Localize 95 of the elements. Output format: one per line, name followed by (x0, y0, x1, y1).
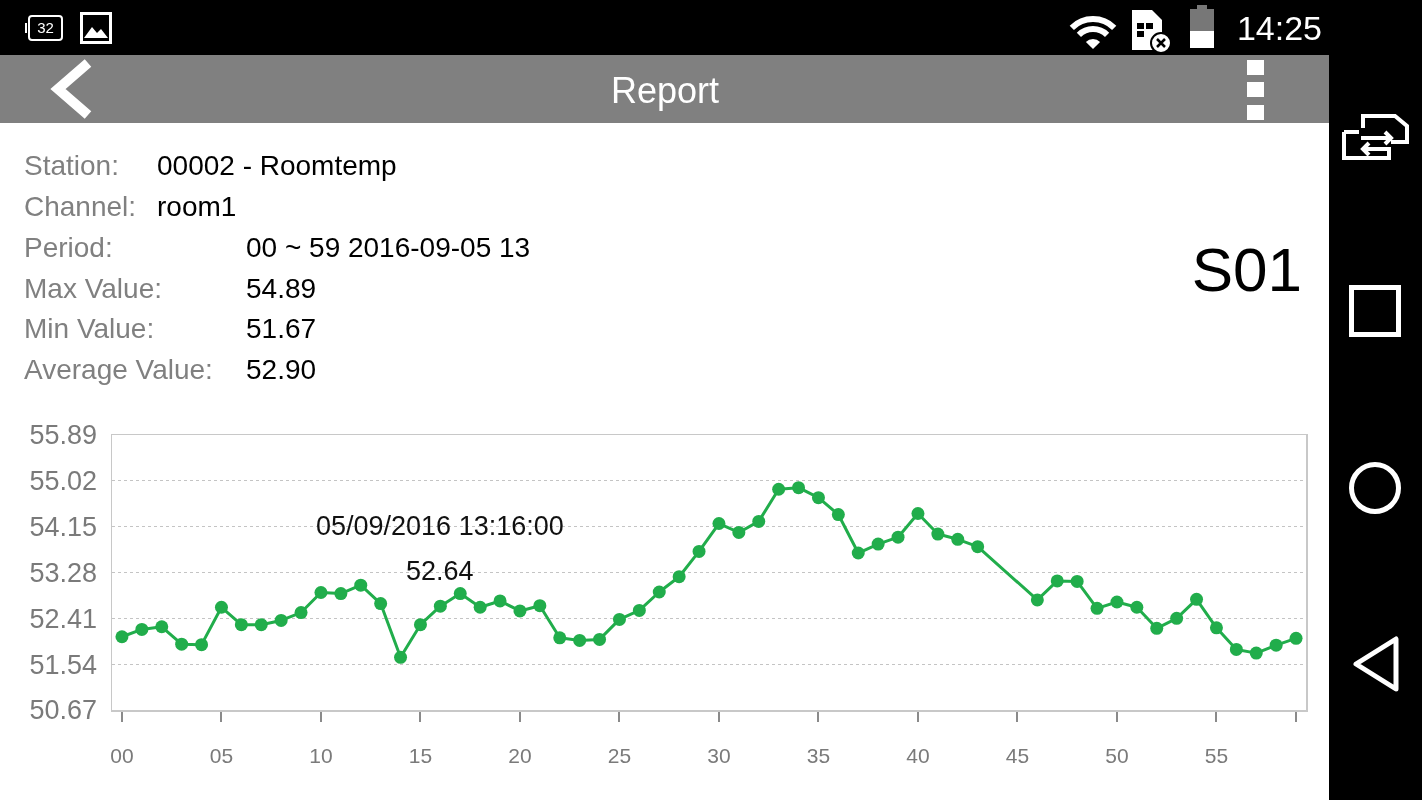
point (214, 600, 228, 614)
y-tick-label: 53.28 (29, 557, 98, 588)
point (553, 631, 567, 645)
x-tick-label: 50 (1105, 743, 1129, 767)
x-tick-label: 05 (209, 743, 234, 767)
point (135, 622, 149, 636)
point (1150, 621, 1164, 635)
x-tick-label: 20 (508, 743, 532, 767)
point (911, 507, 925, 520)
point (811, 491, 825, 505)
x-tick-label: 10 (309, 743, 333, 767)
x-tick-label: 40 (906, 743, 930, 767)
point (1130, 600, 1144, 614)
point (254, 618, 268, 632)
x-tick-label: 35 (806, 743, 831, 767)
point (294, 606, 308, 620)
point (652, 585, 666, 599)
point (951, 532, 965, 546)
point (851, 546, 865, 560)
text: room1 (157, 190, 237, 224)
point (274, 613, 288, 627)
point (115, 630, 129, 644)
point (732, 525, 746, 539)
text: Period: (24, 231, 113, 265)
point (752, 514, 766, 528)
point (493, 594, 507, 608)
point (712, 517, 726, 530)
text: S01 (1191, 234, 1302, 306)
point (433, 599, 447, 613)
text: 14:25 (1236, 9, 1322, 49)
x-tick-label: 00 (110, 743, 134, 767)
point (354, 578, 368, 592)
point (931, 527, 945, 541)
point (413, 618, 427, 632)
point (1209, 621, 1223, 635)
text: Max Value: (24, 272, 162, 306)
point (772, 482, 786, 496)
x-tick-label: 55 (1204, 743, 1229, 767)
text: Station: (24, 149, 119, 183)
point (672, 570, 686, 584)
point (394, 650, 408, 664)
point (1170, 611, 1184, 625)
text: 51.67 (246, 312, 317, 346)
point (1269, 638, 1283, 652)
y-tick-label: 50.67 (29, 695, 98, 726)
text: 54.89 (246, 272, 317, 306)
chart-title: Report (610, 70, 720, 112)
point (1110, 595, 1124, 609)
point (593, 632, 607, 646)
point (195, 638, 209, 652)
point (632, 603, 646, 617)
x-tick-label: 15 (408, 743, 433, 767)
point (473, 600, 487, 614)
text: 00 ~ 59 2016-09-05 13 (246, 231, 531, 265)
point (314, 586, 328, 600)
point (1090, 601, 1104, 615)
point (234, 618, 248, 632)
x-tick-label: 45 (1005, 743, 1030, 767)
point (891, 530, 905, 544)
y-tick-label: 55.02 (29, 466, 98, 497)
point (374, 597, 388, 611)
point (155, 620, 169, 634)
point (871, 537, 885, 551)
point (533, 599, 547, 613)
text: 32 (37, 19, 54, 37)
point (1030, 593, 1044, 607)
y-tick-label: 54.15 (29, 512, 98, 543)
text: Min Value: (24, 312, 155, 346)
x-tick-label: 25 (607, 743, 632, 767)
point (1190, 592, 1204, 606)
point (175, 637, 189, 651)
point (1289, 631, 1303, 645)
point (612, 612, 626, 626)
point (1249, 646, 1263, 660)
point (971, 540, 985, 554)
point (513, 604, 527, 618)
y-tick-label: 52.41 (29, 603, 98, 634)
point (1070, 574, 1084, 588)
point (1229, 642, 1243, 656)
point (692, 544, 706, 558)
x-tick-label: 30 (707, 743, 731, 767)
point (792, 481, 806, 495)
point (334, 587, 348, 601)
y-tick-label: 55.89 (29, 420, 98, 451)
text: 00002 - Roomtemp (157, 149, 397, 183)
point (453, 587, 467, 601)
text: Average Value: (24, 353, 213, 387)
point (831, 508, 845, 522)
y-tick-label: 51.54 (29, 649, 98, 680)
annotation: 52.64 (406, 556, 474, 586)
annotation: 05/09/2016 13:16:00 (316, 511, 564, 541)
point (1050, 574, 1064, 588)
point (573, 633, 587, 647)
text: Channel: (24, 190, 137, 224)
text: 52.90 (246, 353, 317, 387)
